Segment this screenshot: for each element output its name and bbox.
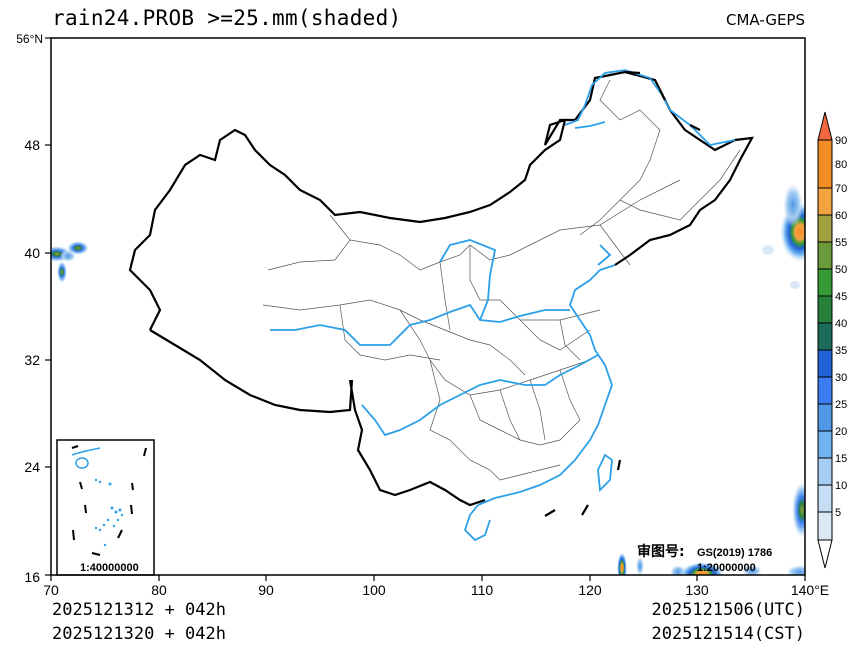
x-tick-90: 90 xyxy=(258,582,274,598)
national-border xyxy=(128,70,754,507)
cb-label-40: 40 xyxy=(835,318,847,330)
maritime-dashes xyxy=(544,70,701,517)
init-time-utc: 2025121312 + 042h xyxy=(52,600,226,620)
cb-label-60: 60 xyxy=(835,210,847,222)
cb-label-50: 50 xyxy=(835,264,847,276)
x-tick-110: 110 xyxy=(471,582,494,598)
y-tick-40: 40 xyxy=(24,245,40,261)
approval-label: 审图号: xyxy=(637,543,685,560)
colorbar xyxy=(817,111,833,569)
cb-label-15: 15 xyxy=(835,453,847,465)
x-tick-120: 120 xyxy=(578,582,602,598)
south-china-sea-inset xyxy=(56,439,155,576)
x-tick-130: 130 xyxy=(685,582,709,598)
cb-label-55: 55 xyxy=(835,237,847,249)
probability-shading xyxy=(51,183,805,575)
tibet-border xyxy=(149,329,354,414)
cb-label-30: 30 xyxy=(835,372,847,384)
valid-time-cst: 2025121514(CST) xyxy=(651,624,805,644)
province-boundaries xyxy=(262,79,741,481)
inset-scale-label: 1:40000000 xyxy=(80,562,139,574)
x-tick-70: 70 xyxy=(43,582,59,598)
cb-label-5: 5 xyxy=(835,507,841,519)
rivers-and-coast xyxy=(270,69,736,542)
main-scale-label: 1:20000000 xyxy=(697,562,756,574)
cb-label-80: 80 xyxy=(835,159,847,171)
cb-label-45: 45 xyxy=(835,291,847,303)
model-source-label: CMA-GEPS xyxy=(726,11,805,29)
cb-label-25: 25 xyxy=(835,399,847,411)
plot-frame xyxy=(50,37,806,576)
cb-label-70: 70 xyxy=(835,183,847,195)
x-tick-140: 140°E xyxy=(791,582,829,598)
cb-label-10: 10 xyxy=(835,480,847,492)
x-tick-100: 100 xyxy=(362,582,386,598)
init-time-cst: 2025121320 + 042h xyxy=(52,624,226,644)
y-tick-48: 48 xyxy=(24,137,40,153)
cb-label-35: 35 xyxy=(835,345,847,357)
y-tick-56: 56°N xyxy=(16,32,43,46)
approval-number: GS(2019) 1786 xyxy=(697,547,772,559)
y-tick-32: 32 xyxy=(24,352,40,368)
cb-label-90: 90 xyxy=(835,135,847,147)
chart-title: rain24.PROB >=25.mm(shaded) xyxy=(52,6,402,30)
x-tick-80: 80 xyxy=(151,582,167,598)
cb-label-20: 20 xyxy=(835,426,847,438)
y-tick-16: 16 xyxy=(24,569,40,585)
valid-time-utc: 2025121506(UTC) xyxy=(651,600,805,620)
y-tick-24: 24 xyxy=(24,459,40,475)
